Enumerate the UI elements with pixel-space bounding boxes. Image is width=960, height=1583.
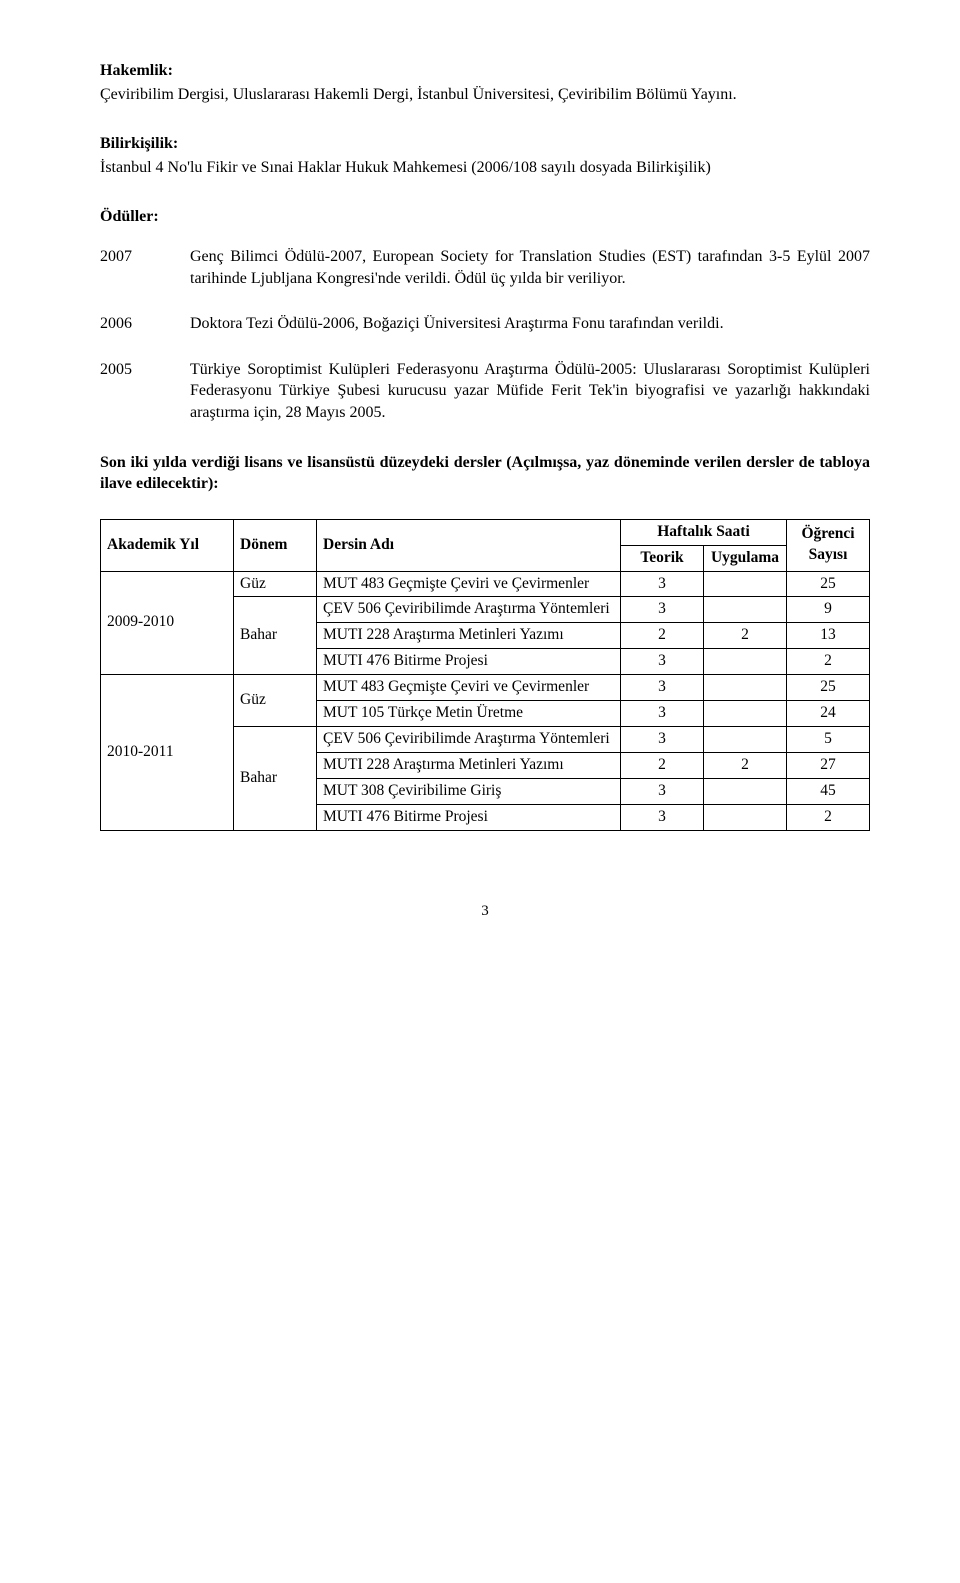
cell-uygulama (704, 701, 787, 727)
th-akademik-yil: Akademik Yıl (101, 519, 234, 571)
cell-uygulama (704, 778, 787, 804)
oduller-list: 2007 Genç Bilimci Ödülü-2007, European S… (100, 246, 870, 424)
hakemlik-heading: Hakemlik: (100, 60, 870, 82)
cell-donem: Güz (234, 675, 317, 727)
cell-teorik: 3 (621, 701, 704, 727)
cell-teorik: 3 (621, 675, 704, 701)
cell-dersin-adi: ÇEV 506 Çeviribilimde Araştırma Yöntemle… (317, 727, 621, 753)
bilirkisilik-section: Bilirkişilik: İstanbul 4 No'lu Fikir ve … (100, 133, 870, 178)
cell-ogrenci-sayisi: 25 (787, 675, 870, 701)
th-dersin-adi: Dersin Adı (317, 519, 621, 571)
odul-text: Doktora Tezi Ödülü-2006, Boğaziçi Üniver… (190, 313, 870, 335)
cell-teorik: 3 (621, 727, 704, 753)
cell-donem: Güz (234, 571, 317, 597)
cell-teorik: 2 (621, 623, 704, 649)
cell-dersin-adi: MUTI 228 Araştırma Metinleri Yazımı (317, 623, 621, 649)
cell-ogrenci-sayisi: 9 (787, 597, 870, 623)
courses-table: Akademik Yıl Dönem Dersin Adı Haftalık S… (100, 519, 870, 831)
cell-dersin-adi: MUT 483 Geçmişte Çeviri ve Çevirmenler (317, 675, 621, 701)
th-haftalik-saati: Haftalık Saati (621, 519, 787, 545)
cell-uygulama (704, 597, 787, 623)
cell-dersin-adi: ÇEV 506 Çeviribilimde Araştırma Yöntemle… (317, 597, 621, 623)
page-number: 3 (100, 901, 870, 921)
oduller-heading: Ödüller: (100, 206, 870, 228)
table-row: 2010-2011GüzMUT 483 Geçmişte Çeviri ve Ç… (101, 675, 870, 701)
th-donem: Dönem (234, 519, 317, 571)
th-ogrenci-sayisi: Öğrenci Sayısı (787, 519, 870, 571)
cell-teorik: 3 (621, 804, 704, 830)
cell-teorik: 3 (621, 649, 704, 675)
cell-dersin-adi: MUT 483 Geçmişte Çeviri ve Çevirmenler (317, 571, 621, 597)
cell-uygulama (704, 571, 787, 597)
cell-teorik: 3 (621, 597, 704, 623)
th-uygulama: Uygulama (704, 545, 787, 571)
th-teorik: Teorik (621, 545, 704, 571)
cell-donem: Bahar (234, 727, 317, 831)
cell-donem: Bahar (234, 597, 317, 675)
cell-uygulama (704, 649, 787, 675)
cell-ogrenci-sayisi: 24 (787, 701, 870, 727)
bilirkisilik-body: İstanbul 4 No'lu Fikir ve Sınai Haklar H… (100, 157, 870, 179)
cell-uygulama: 2 (704, 753, 787, 779)
bilirkisilik-heading: Bilirkişilik: (100, 133, 870, 155)
cell-ogrenci-sayisi: 27 (787, 753, 870, 779)
odul-row: 2006 Doktora Tezi Ödülü-2006, Boğaziçi Ü… (100, 313, 870, 335)
cell-ogrenci-sayisi: 25 (787, 571, 870, 597)
odul-year: 2007 (100, 246, 190, 268)
cell-ogrenci-sayisi: 5 (787, 727, 870, 753)
dersler-heading: Son iki yılda verdiği lisans ve lisansüs… (100, 452, 870, 495)
odul-year: 2005 (100, 359, 190, 381)
table-row: 2009-2010GüzMUT 483 Geçmişte Çeviri ve Ç… (101, 571, 870, 597)
cell-teorik: 3 (621, 571, 704, 597)
cell-dersin-adi: MUT 105 Türkçe Metin Üretme (317, 701, 621, 727)
cell-uygulama (704, 727, 787, 753)
cell-ogrenci-sayisi: 2 (787, 804, 870, 830)
odul-year: 2006 (100, 313, 190, 335)
cell-teorik: 2 (621, 753, 704, 779)
hakemlik-body: Çeviribilim Dergisi, Uluslararası Hakeml… (100, 84, 870, 106)
odul-row: 2005 Türkiye Soroptimist Kulüpleri Feder… (100, 359, 870, 424)
cell-akademik-yil: 2010-2011 (101, 675, 234, 831)
cell-uygulama (704, 675, 787, 701)
cell-akademik-yil: 2009-2010 (101, 571, 234, 675)
odul-row: 2007 Genç Bilimci Ödülü-2007, European S… (100, 246, 870, 289)
cell-dersin-adi: MUT 308 Çeviribilime Giriş (317, 778, 621, 804)
hakemlik-section: Hakemlik: Çeviribilim Dergisi, Uluslarar… (100, 60, 870, 105)
table-header-row: Akademik Yıl Dönem Dersin Adı Haftalık S… (101, 519, 870, 545)
cell-teorik: 3 (621, 778, 704, 804)
cell-ogrenci-sayisi: 2 (787, 649, 870, 675)
cell-uygulama (704, 804, 787, 830)
cell-ogrenci-sayisi: 45 (787, 778, 870, 804)
odul-text: Türkiye Soroptimist Kulüpleri Federasyon… (190, 359, 870, 424)
cell-uygulama: 2 (704, 623, 787, 649)
cell-ogrenci-sayisi: 13 (787, 623, 870, 649)
cell-dersin-adi: MUTI 228 Araştırma Metinleri Yazımı (317, 753, 621, 779)
cell-dersin-adi: MUTI 476 Bitirme Projesi (317, 649, 621, 675)
cell-dersin-adi: MUTI 476 Bitirme Projesi (317, 804, 621, 830)
odul-text: Genç Bilimci Ödülü-2007, European Societ… (190, 246, 870, 289)
